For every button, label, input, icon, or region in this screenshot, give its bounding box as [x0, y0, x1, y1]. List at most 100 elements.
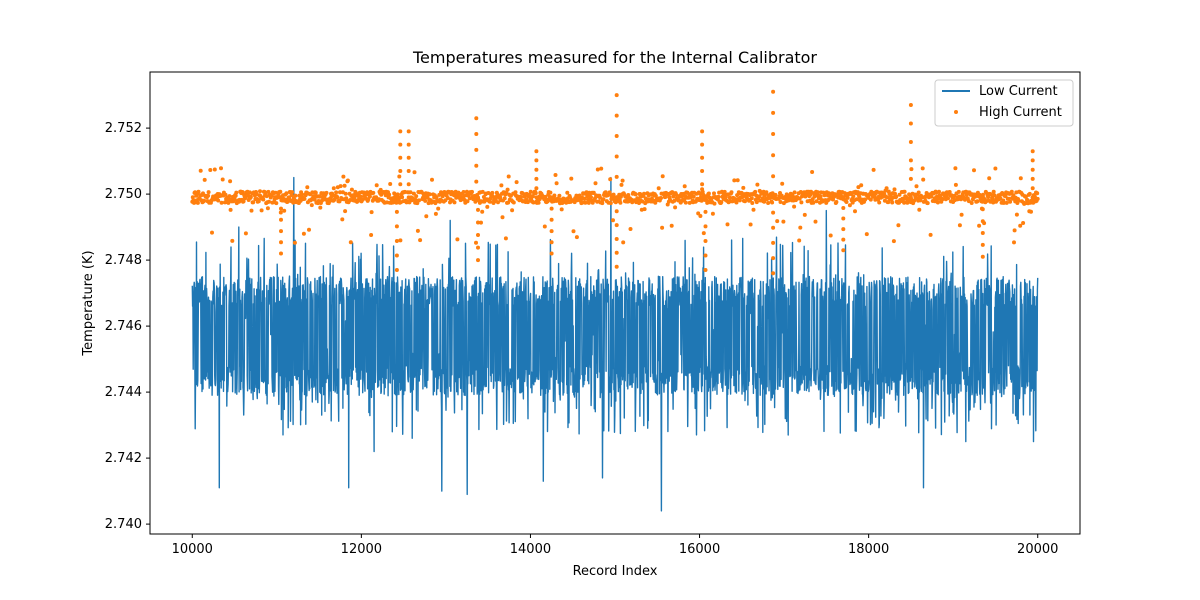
scatter-outlier-point [474, 132, 479, 136]
scatter-point [427, 192, 432, 197]
scatter-point [755, 182, 760, 187]
scatter-outlier-point [841, 216, 846, 221]
scatter-point [749, 196, 754, 201]
scatter-point [198, 168, 203, 173]
scatter-point [626, 193, 631, 197]
scatter-point [559, 207, 564, 212]
scatter-outlier-point [549, 240, 554, 245]
scatter-point [284, 191, 289, 196]
scatter-point [868, 197, 873, 202]
scatter-point [210, 230, 214, 235]
scatter-outlier-point [703, 224, 708, 229]
scatter-outlier-point [534, 195, 539, 200]
scatter-point [554, 181, 559, 186]
scatter-outlier-point [279, 195, 283, 200]
scatter-outlier-point [279, 206, 283, 211]
scatter-point [533, 191, 538, 196]
scatter-point [571, 229, 576, 234]
scatter-point [734, 200, 739, 205]
scatter-point [902, 189, 907, 194]
scatter-outlier-point [474, 179, 479, 184]
scatter-point [844, 200, 849, 204]
scatter-point [490, 190, 495, 195]
scatter-outlier-point [406, 129, 411, 134]
scatter-outlier-point [703, 239, 708, 243]
scatter-point [822, 193, 827, 198]
scatter-point [920, 166, 925, 171]
scatter-outlier-point [771, 110, 776, 115]
scatter-point [815, 190, 820, 195]
scatter-outlier-point [476, 195, 480, 200]
scatter-point [834, 200, 839, 204]
scatter-point [230, 238, 235, 243]
scatter-outlier-point [908, 176, 913, 181]
scatter-outlier-point [398, 142, 403, 147]
scatter-outlier-point [980, 231, 985, 235]
scatter-outlier-point [398, 169, 403, 173]
scatter-point [506, 200, 511, 205]
scatter-point [510, 208, 515, 213]
scatter-point [324, 190, 329, 195]
scatter-point [582, 196, 587, 201]
scatter-point [992, 193, 997, 198]
scatter-point [748, 222, 753, 227]
scatter-point [341, 174, 346, 179]
scatter-point [486, 191, 491, 195]
scatter-point [884, 186, 889, 191]
scatter-point [857, 195, 862, 200]
scatter-point [653, 200, 658, 205]
scatter-point [741, 185, 746, 190]
scatter-point [601, 197, 606, 202]
scatter-point [1007, 196, 1011, 201]
scatter-point [751, 207, 756, 212]
scatter-point [248, 194, 253, 199]
x-tick-label: 14000 [510, 542, 551, 557]
scatter-outlier-point [771, 174, 776, 179]
scatter-point [371, 190, 376, 195]
scatter-outlier-point [1030, 158, 1035, 163]
scatter-point [307, 227, 311, 232]
scatter-point [408, 190, 413, 195]
scatter-point [628, 227, 633, 231]
scatter-point [455, 237, 460, 242]
scatter-point [975, 199, 980, 204]
scatter-point [706, 191, 711, 196]
scatter-point [890, 200, 895, 205]
scatter-point [701, 231, 706, 236]
legend-label-low-current: Low Current [979, 84, 1058, 99]
scatter-point [607, 190, 612, 195]
scatter-outlier-point [614, 264, 619, 269]
scatter-point [1025, 198, 1030, 203]
scatter-point [240, 190, 245, 194]
scatter-point [959, 212, 964, 217]
scatter-point [778, 200, 783, 204]
scatter-point [589, 195, 593, 200]
scatter-outlier-point [980, 207, 985, 212]
series-line-low-current [191, 176, 1039, 512]
scatter-point [918, 198, 923, 203]
scatter-outlier-point [841, 195, 846, 200]
scatter-point [621, 240, 626, 245]
scatter-point [395, 192, 400, 197]
scatter-outlier-point [771, 210, 776, 215]
scatter-outlier-point [398, 155, 403, 160]
scatter-point [219, 166, 223, 171]
scatter-point [265, 206, 270, 211]
scatter-point [249, 208, 254, 213]
scatter-outlier-point [771, 195, 776, 200]
scatter-outlier-point [980, 242, 985, 247]
scatter-point [514, 180, 519, 185]
scatter-point [278, 210, 283, 215]
scatter-outlier-point [279, 251, 283, 256]
scatter-outlier-point [614, 250, 619, 255]
scatter-outlier-point [614, 93, 619, 98]
scatter-point [348, 240, 353, 245]
scatter-point [422, 194, 427, 199]
scatter-point [938, 193, 943, 198]
scatter-point [274, 201, 279, 206]
scatter-point [518, 194, 523, 199]
scatter-point [781, 219, 786, 224]
scatter-point [206, 193, 211, 198]
scatter-outlier-point [841, 227, 846, 232]
